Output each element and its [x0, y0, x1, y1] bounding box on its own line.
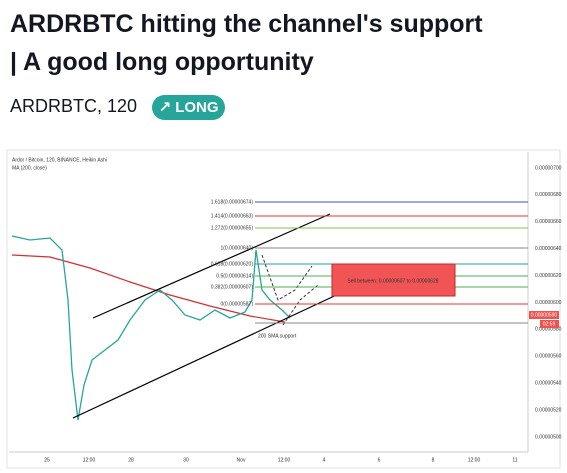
channel-line	[92, 213, 331, 319]
price-label: 0.00000700	[535, 165, 562, 171]
legend: Ardor / Bitcoin, 120, BINANCE, Heikin As…	[12, 157, 107, 163]
fib-label: 0.5(0.00000614)	[216, 273, 253, 279]
time-label: 30	[183, 457, 189, 463]
price-label: 0.00000520	[535, 407, 562, 413]
legend: MA (200, close)	[12, 165, 47, 171]
last-price-tag	[529, 311, 559, 319]
long-badge: ↗ LONG	[152, 95, 225, 120]
fib-label: 0.382(0.00000607)	[211, 284, 254, 290]
price-label: 0.00000580	[535, 327, 562, 333]
price-label: 0.00000500	[535, 434, 562, 440]
title: | A good long opportunity	[10, 48, 314, 76]
time-label: 12:00	[83, 457, 96, 463]
fib-label: 1.272(0.00000655)	[211, 225, 254, 231]
fib-label: 1.618(0.00000674)	[211, 199, 254, 205]
countdown: 02:59	[543, 321, 556, 327]
time-label: 11	[512, 457, 517, 463]
time-label: 25	[44, 457, 50, 463]
fib-label: 0.618(0.00000620)	[211, 261, 254, 267]
price-label: 0.00000640	[535, 246, 562, 252]
time-label: 6	[378, 457, 381, 463]
sell-zone	[331, 263, 456, 297]
price-label: 0.00000560	[535, 354, 562, 360]
time-label: 12:00	[278, 457, 291, 463]
moving-average	[11, 254, 286, 323]
price-label: 0.00000540	[535, 381, 562, 387]
badge-text: LONG	[175, 99, 219, 116]
price-series	[11, 235, 291, 421]
time-label: 4	[323, 457, 326, 463]
sell-note: Sell between: 0.00000607 to 0.00000628	[347, 278, 438, 284]
fib-label: 1(0.00000640)	[220, 245, 253, 251]
title: ARDRBTC hitting the channel's support	[10, 10, 483, 38]
projection	[282, 284, 319, 326]
fib-label: 1.414(0.00000663)	[211, 213, 254, 219]
sma-note: 200 SMA support	[258, 333, 297, 339]
price-label: 0.00000680	[535, 192, 562, 198]
last-price: 0.00000590	[531, 312, 558, 318]
time-label: 12:00	[468, 457, 481, 463]
price-label: 0.00000600	[535, 300, 562, 306]
price-label: 0.00000620	[535, 273, 562, 279]
price-label: 0.00000660	[535, 219, 562, 225]
symbol[interactable]: ARDRBTC, 120	[10, 96, 138, 116]
countdown-tag	[540, 320, 559, 328]
chart-frame	[6, 149, 561, 469]
time-label: 28	[128, 457, 134, 463]
time-label: Nov	[237, 457, 246, 463]
projection	[261, 254, 313, 301]
fib-label: 0(0.00000587)	[220, 301, 253, 307]
time-label: 8	[432, 457, 435, 463]
